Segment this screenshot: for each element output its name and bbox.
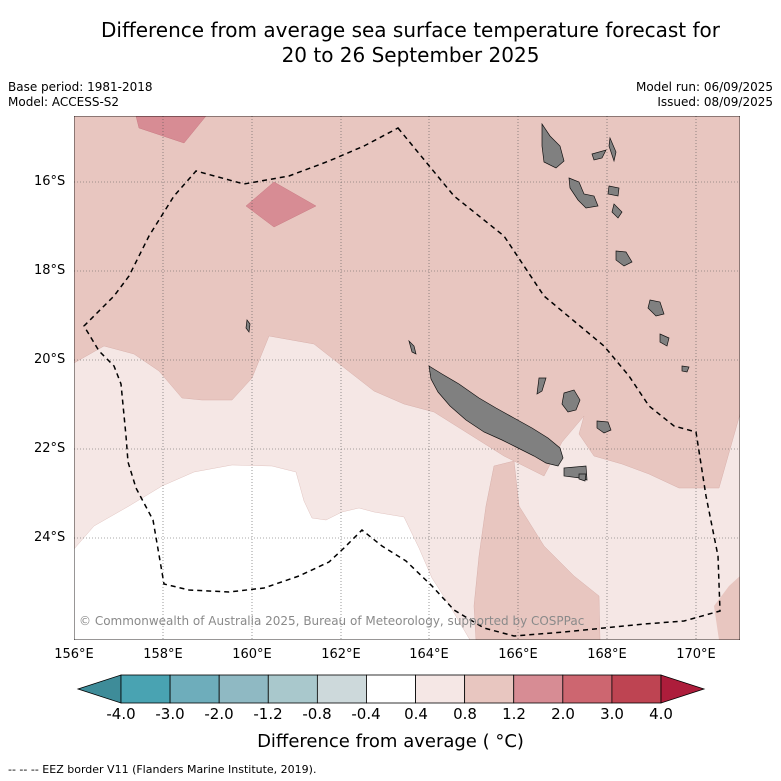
copyright-notice: © Commonwealth of Australia 2025, Bureau…: [79, 614, 585, 628]
anomaly-corner-0.8-1.2: [714, 576, 740, 640]
model-run: Model run: 06/09/2025: [635, 80, 773, 94]
colorbar-tick-5: -0.4: [351, 705, 381, 723]
ambrym: [607, 185, 620, 197]
colorbar-cell-11: [611, 674, 662, 704]
colorbar-tick-2: -2.0: [204, 705, 234, 723]
model-name: Model: ACCESS-S2: [8, 95, 120, 109]
colorbar-tick-6: 0.4: [404, 705, 428, 723]
title-line-2: 20 to 26 September 2025: [281, 43, 540, 67]
meta-left: Base period: 1981-2018 Model: ACCESS-S2: [8, 80, 153, 110]
lat-label-22s: 22°S: [34, 441, 66, 456]
colorbar-cell-7: [415, 674, 466, 704]
colorbar-cell-8: [464, 674, 515, 704]
colorbar-tick-1: -3.0: [155, 705, 185, 723]
lat-label-18s: 18°S: [34, 263, 66, 278]
colorbar-tick-0: -4.0: [106, 705, 136, 723]
issued-date: Issued: 08/09/2025: [657, 95, 773, 109]
espiritu-santo: [541, 122, 565, 169]
colorbar: [76, 674, 706, 704]
colorbar-tick-10: 3.0: [600, 705, 624, 723]
colorbar-title: Difference from average ( °C): [257, 731, 524, 752]
colorbar-cell-6: [366, 674, 416, 704]
eez-border: [83, 127, 721, 637]
small-islet: [578, 473, 587, 482]
colorbar-tick-8: 1.2: [502, 705, 526, 723]
ouvea: [536, 377, 547, 395]
lat-label-20s: 20°S: [34, 352, 66, 367]
lat-label-24s: 24°S: [34, 530, 66, 545]
colorbar-cell-10: [562, 674, 613, 704]
belep-islands: [408, 339, 417, 355]
anomaly-region-neutral: [74, 464, 471, 640]
colorbar-low-extension: [76, 674, 122, 704]
lon-label-168e: 168°E: [587, 647, 627, 662]
lon-label-156e: 156°E: [54, 647, 94, 662]
malakula: [568, 177, 599, 209]
efate: [615, 250, 633, 267]
matthew-island: [681, 365, 690, 373]
colorbar-cell-3: [218, 674, 269, 704]
epi: [611, 203, 623, 219]
colorbar-cells: [120, 674, 662, 704]
new-caledonia: [428, 365, 564, 467]
eez-legend-note: -- -- -- EEZ border V11 (Flanders Marine…: [8, 763, 317, 776]
maewo: [591, 149, 607, 161]
lon-label-158e: 158°E: [143, 647, 183, 662]
colorbar-cell-2: [169, 674, 220, 704]
mare: [596, 420, 612, 434]
land-masses: [245, 122, 690, 482]
chesterfield-reef: [245, 319, 251, 333]
colorbar-tick-4: -0.8: [302, 705, 332, 723]
colorbar-tick-3: -1.2: [253, 705, 283, 723]
pentecost: [608, 136, 617, 163]
graticule: [74, 116, 740, 640]
colorbar-tick-7: 0.8: [453, 705, 477, 723]
lifou: [561, 389, 581, 413]
colorbar-cell-4: [267, 674, 318, 704]
lon-label-164e: 164°E: [409, 647, 449, 662]
lon-label-160e: 160°E: [232, 647, 272, 662]
map-title: Difference from average sea surface temp…: [40, 18, 781, 68]
colorbar-tick-11: 4.0: [649, 705, 673, 723]
colorbar-tick-9: 2.0: [551, 705, 575, 723]
lat-label-16s: 16°S: [34, 174, 66, 189]
anomaly-patch-1.2-2.0-north: [135, 116, 207, 144]
anomaly-patch-1.2-2.0-central: [245, 181, 317, 228]
lon-label-162e: 162°E: [321, 647, 361, 662]
erromango: [647, 299, 665, 317]
lon-label-166e: 166°E: [498, 647, 538, 662]
lon-label-170e: 170°E: [676, 647, 716, 662]
tanna: [659, 333, 670, 347]
anomaly-tongue-0.8-1.2: [473, 460, 601, 640]
sst-anomaly-map: [74, 116, 740, 640]
colorbar-cell-9: [513, 674, 564, 704]
colorbar-high-extension: [660, 674, 706, 704]
colorbar-cell-1: [120, 674, 171, 704]
meta-right: Model run: 06/09/2025 Issued: 08/09/2025: [636, 80, 773, 110]
title-line-1: Difference from average sea surface temp…: [100, 18, 720, 42]
base-period: Base period: 1981-2018: [8, 80, 153, 94]
colorbar-cell-5: [316, 674, 367, 704]
